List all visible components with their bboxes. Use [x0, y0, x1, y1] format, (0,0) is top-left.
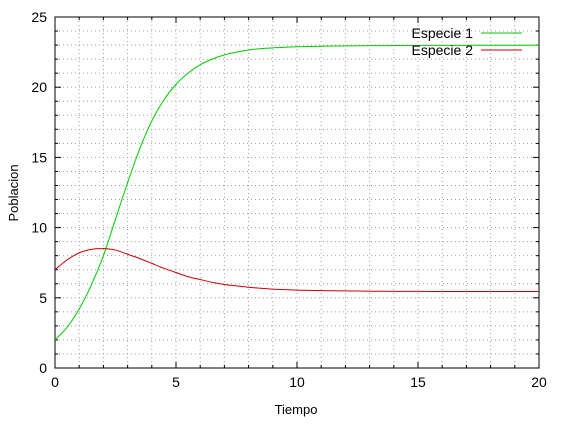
grid-lines — [55, 17, 539, 368]
y-tick-label: 10 — [31, 220, 47, 236]
x-tick-label: 10 — [289, 374, 305, 390]
y-tick-label: 20 — [31, 79, 47, 95]
y-axis-tick-labels: 0 5 10 15 20 25 — [31, 9, 47, 376]
x-tick-label: 0 — [51, 374, 59, 390]
x-tick-label: 20 — [531, 374, 547, 390]
axis-ticks — [54, 16, 540, 369]
x-tick-label: 15 — [410, 374, 426, 390]
y-tick-label: 0 — [39, 360, 47, 376]
x-axis-tick-labels: 0 5 10 15 20 — [51, 374, 547, 390]
legend-label-2: Especie 2 — [412, 42, 474, 58]
legend-label-1: Especie 1 — [412, 25, 474, 41]
series-line-2 — [54, 248, 539, 292]
x-tick-label: 5 — [172, 374, 180, 390]
y-tick-label: 5 — [39, 290, 47, 306]
x-axis-label: Tiempo — [275, 402, 318, 417]
y-tick-label: 15 — [31, 149, 47, 165]
series-line-1 — [54, 44, 540, 341]
y-axis-label: Poblacion — [6, 164, 21, 221]
y-tick-label: 25 — [31, 9, 47, 25]
series-lines — [54, 44, 540, 341]
